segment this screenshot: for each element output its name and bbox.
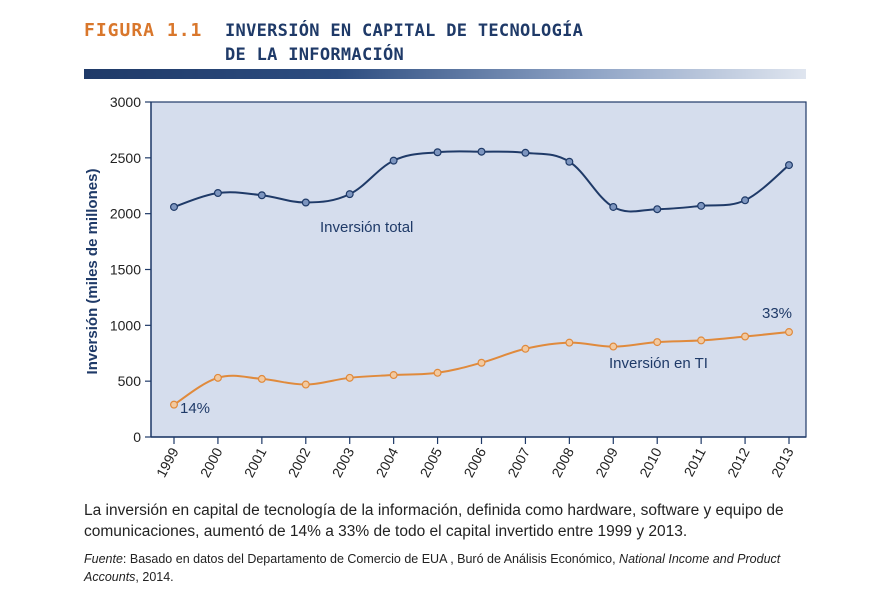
data-point [389, 156, 398, 165]
x-tick-label: 2001 [241, 445, 270, 480]
annotation-start: 14% [180, 400, 210, 417]
data-point [477, 358, 486, 367]
data-point [521, 344, 530, 353]
figure-title-line2: DE LA INFORMACIÓN [225, 45, 405, 65]
data-point [301, 380, 310, 389]
data-point [521, 148, 530, 157]
x-tick-label: 2006 [460, 445, 489, 480]
data-point [257, 374, 266, 383]
data-point [609, 342, 618, 351]
x-tick-label: 2013 [768, 445, 797, 480]
x-tick-label: 2000 [197, 445, 226, 480]
y-tick-label: 2500 [110, 150, 141, 166]
data-point [609, 202, 618, 211]
x-tick-label: 2002 [285, 445, 314, 480]
x-tick-label: 2007 [504, 445, 533, 480]
data-point [433, 148, 442, 157]
line-chart: 0 500 1000 1500 2000 2500 3000 1999 2000 2001 2002… [84, 94, 807, 480]
data-point [345, 373, 354, 382]
data-point [170, 400, 179, 409]
x-tick-label: 2010 [636, 445, 665, 480]
y-axis-label: Inversión (miles de millones) [84, 169, 101, 375]
figure-title: INVERSIÓN EN CAPITAL DE TECNOLOGÍA DE LA… [225, 19, 583, 67]
source-text-2: , 2014. [135, 570, 174, 584]
y-tick-label: 2000 [110, 206, 141, 222]
data-point [345, 190, 354, 199]
y-tick-label: 500 [118, 373, 142, 389]
source-label: Fuente [84, 552, 123, 566]
x-tick-label: 1999 [153, 445, 182, 480]
source-title: National Income and Product Accounts [84, 552, 781, 584]
data-point [784, 328, 793, 337]
x-tick-label: 2011 [681, 445, 709, 479]
data-point [170, 202, 179, 211]
data-point [433, 368, 442, 377]
data-point [784, 161, 793, 170]
figure-source: Fuente: Basado en datos del Departamento… [84, 550, 804, 586]
series-label-total: Inversión total [320, 219, 413, 236]
y-tick-label: 1000 [110, 317, 141, 333]
x-tick-label: 2009 [592, 445, 621, 480]
x-tick-label: 2008 [548, 445, 577, 480]
source-text-1: : Basado en datos del Departamento de Co… [122, 552, 620, 566]
figure-title-line1: INVERSIÓN EN CAPITAL DE TECNOLOGÍA [225, 21, 584, 41]
figure-label: FIGURA 1.1 [84, 20, 203, 41]
data-point [653, 338, 662, 347]
data-point [301, 198, 310, 207]
y-tick-label: 1500 [110, 262, 141, 278]
data-point [477, 147, 486, 156]
y-tick-label: 0 [133, 429, 141, 445]
data-point [389, 371, 398, 380]
x-tick-label: 2003 [329, 445, 358, 480]
data-point [213, 189, 222, 198]
data-point [213, 373, 222, 382]
data-point [653, 205, 662, 214]
data-point [741, 332, 750, 341]
x-tick-label: 2012 [724, 445, 753, 480]
x-tick-label: 2004 [373, 445, 402, 480]
data-point [565, 338, 574, 347]
data-point [697, 201, 706, 210]
data-point [565, 157, 574, 166]
series-label-ti: Inversión en TI [609, 355, 708, 372]
data-point [257, 191, 266, 200]
data-point [697, 336, 706, 345]
title-bar [84, 69, 806, 79]
data-point [741, 196, 750, 205]
figure-caption: La inversión en capital de tecnología de… [84, 502, 784, 540]
x-tick-label: 2005 [416, 445, 445, 480]
annotation-end: 33% [762, 305, 792, 322]
y-tick-label: 3000 [110, 94, 141, 110]
